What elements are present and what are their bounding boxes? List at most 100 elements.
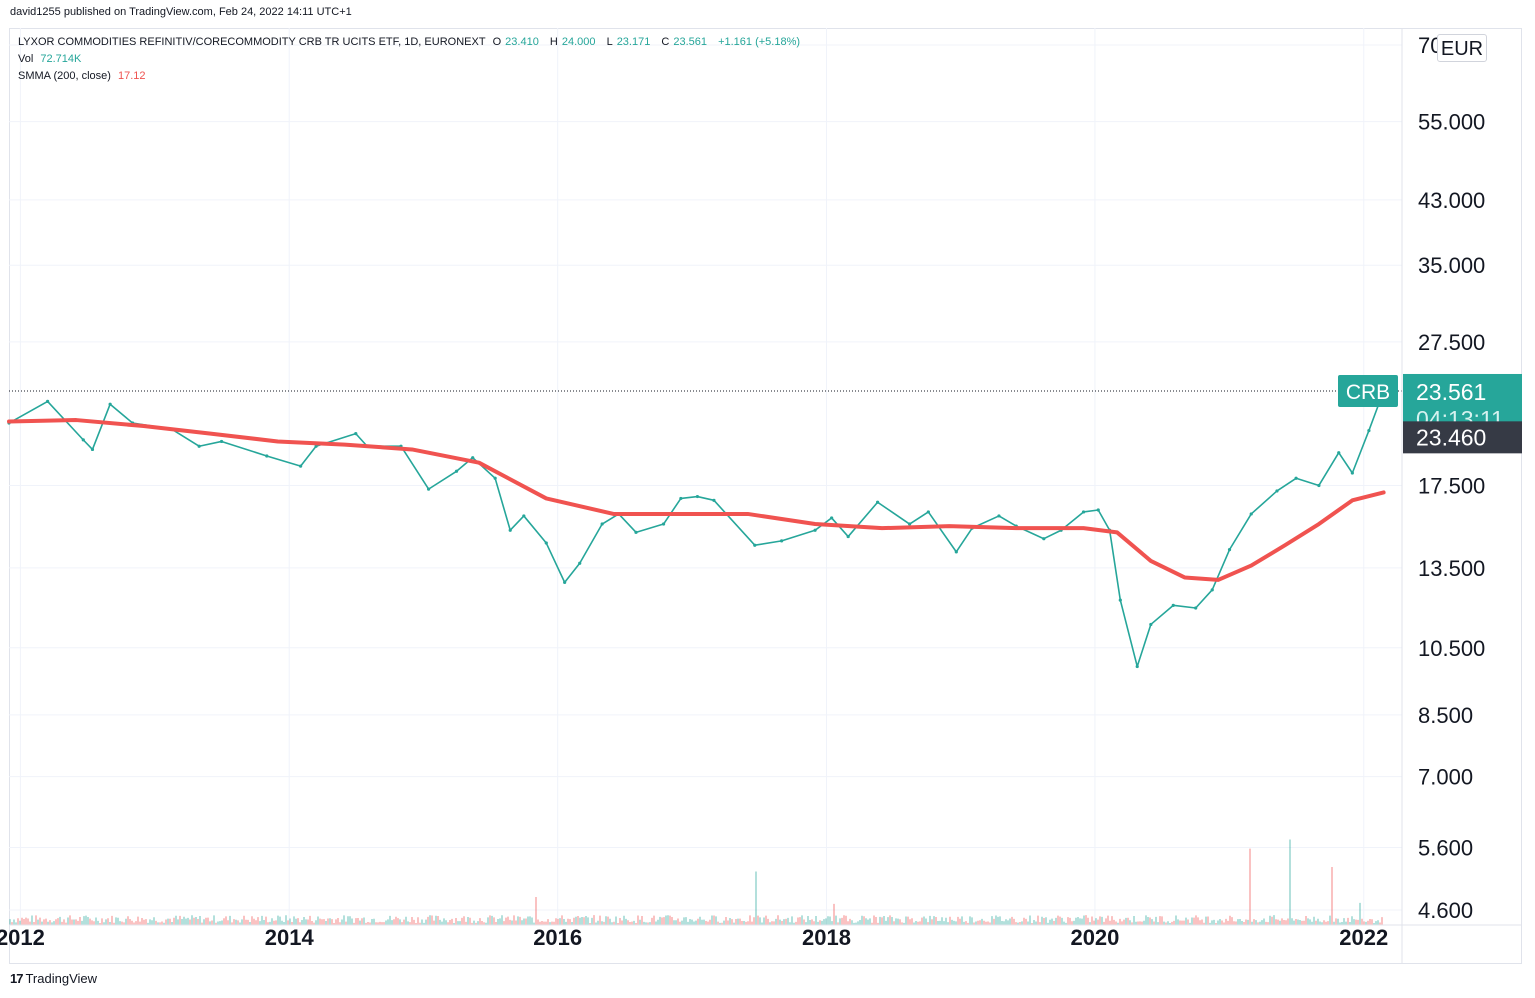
price-point	[299, 464, 303, 468]
price-point	[1337, 451, 1341, 455]
price-point	[712, 498, 716, 502]
y-tick-label: 27.500	[1418, 330, 1485, 355]
price-point	[90, 447, 95, 452]
price-point	[830, 516, 834, 520]
x-tick-label: 2018	[802, 925, 851, 950]
legend-row-smma: SMMA (200, close) 17.12	[18, 70, 146, 82]
price-point	[1210, 588, 1214, 592]
price-point	[997, 514, 1001, 518]
price-point	[634, 530, 638, 534]
price-point	[753, 543, 757, 547]
price-point	[1135, 664, 1139, 669]
price-point	[46, 399, 50, 404]
x-tick-label: 2022	[1339, 925, 1388, 950]
price-point	[578, 561, 582, 565]
marker-price-text: 23.460	[1416, 424, 1486, 450]
price-point	[695, 494, 700, 499]
symbol-tag-text: CRB	[1346, 381, 1390, 404]
y-tick-label: 17.500	[1418, 473, 1485, 498]
x-tick-label: 2020	[1070, 925, 1119, 950]
price-point	[1275, 489, 1279, 493]
price-point	[81, 438, 85, 442]
volume-value: 72.714K	[40, 53, 82, 65]
price-point	[426, 487, 431, 491]
price-point	[954, 550, 958, 554]
ohlc-open: O 23.410	[492, 36, 539, 48]
smma-layer	[7, 418, 1386, 582]
ohlc-high: H 24.000	[549, 36, 596, 48]
price-point	[454, 469, 459, 473]
y-tick-label: 8.500	[1418, 703, 1473, 728]
y-tick-label: 10.500	[1418, 636, 1485, 661]
grid-lines	[9, 28, 1402, 925]
price-point	[1227, 548, 1232, 552]
currency-button[interactable]: EUR	[1437, 34, 1487, 62]
x-tick-label: 2012	[0, 925, 45, 950]
time-axis: 2012 2014 2016 2018 2020 2022	[0, 925, 1388, 950]
price-point	[1194, 606, 1198, 610]
instrument-name: LYXOR COMMODITIES REFINITIV/CORECOMMODIT…	[18, 36, 486, 48]
price-point	[1149, 622, 1153, 627]
price-point	[1350, 471, 1354, 475]
price-point	[544, 541, 548, 545]
price-point	[508, 528, 512, 532]
price-point	[907, 522, 912, 526]
price-point	[600, 522, 604, 526]
marker-price-box	[1403, 421, 1522, 454]
volume-histogram	[9, 839, 1383, 925]
chart-legend: LYXOR COMMODITIES REFINITIV/CORECOMMODIT…	[18, 34, 804, 85]
price-point	[1096, 508, 1100, 512]
legend-row-volume: Vol 72.714K	[18, 53, 82, 65]
price-point	[265, 454, 269, 458]
chart-frame[interactable]	[9, 28, 1522, 964]
price-point	[1171, 603, 1175, 607]
price-point	[471, 456, 475, 460]
price-point	[1042, 537, 1046, 541]
tradingview-logo-icon: 17	[10, 971, 24, 986]
price-point	[846, 534, 850, 539]
x-tick-label: 2014	[265, 925, 315, 950]
tradingview-logo[interactable]: 17 TradingView	[10, 971, 97, 986]
price-axis: 7055.00043.00035.00027.50017.50013.50010…	[1418, 33, 1485, 923]
y-tick-label: 43.000	[1418, 188, 1485, 213]
symbol-tag	[1338, 374, 1398, 407]
published-by-line: david1255 published on TradingView.com, …	[10, 6, 352, 18]
price-series-layer	[7, 389, 1386, 669]
ohlc-change: +1.161 (+5.18%)	[718, 36, 801, 48]
price-point	[1367, 428, 1371, 433]
price-point	[813, 528, 817, 532]
price-point	[1249, 512, 1253, 516]
y-tick-label: 35.000	[1418, 253, 1485, 278]
ohlc-close: C 23.561	[661, 36, 708, 48]
last-price-text: 23.561	[1416, 379, 1486, 405]
smma-line	[7, 418, 1386, 582]
legend-row-ohlc: LYXOR COMMODITIES REFINITIV/CORECOMMODIT…	[18, 34, 804, 51]
price-point	[522, 514, 526, 518]
price-point	[108, 402, 112, 406]
price-point	[679, 496, 683, 501]
price-point	[493, 476, 497, 480]
tradingview-brand-text: TradingView	[25, 971, 98, 986]
price-point	[1294, 476, 1298, 480]
price-point	[1317, 483, 1321, 488]
price-point	[876, 500, 880, 504]
y-tick-label: 4.600	[1418, 898, 1473, 923]
smma-value: 17.12	[117, 70, 146, 82]
y-tick-label: 13.500	[1418, 556, 1485, 581]
price-point	[354, 432, 358, 436]
x-tick-label: 2016	[533, 925, 582, 950]
price-point	[563, 580, 567, 584]
y-tick-label: 7.000	[1418, 765, 1473, 790]
price-point	[1118, 598, 1122, 602]
price-point	[780, 539, 784, 543]
price-point	[926, 510, 930, 514]
price-point	[314, 444, 318, 448]
y-tick-label: 55.000	[1418, 110, 1485, 135]
price-point	[197, 444, 201, 448]
price-point	[219, 439, 224, 444]
y-tick-label: 5.600	[1418, 835, 1473, 860]
ohlc-low: L 23.171	[606, 36, 651, 48]
price-point	[1081, 510, 1086, 514]
